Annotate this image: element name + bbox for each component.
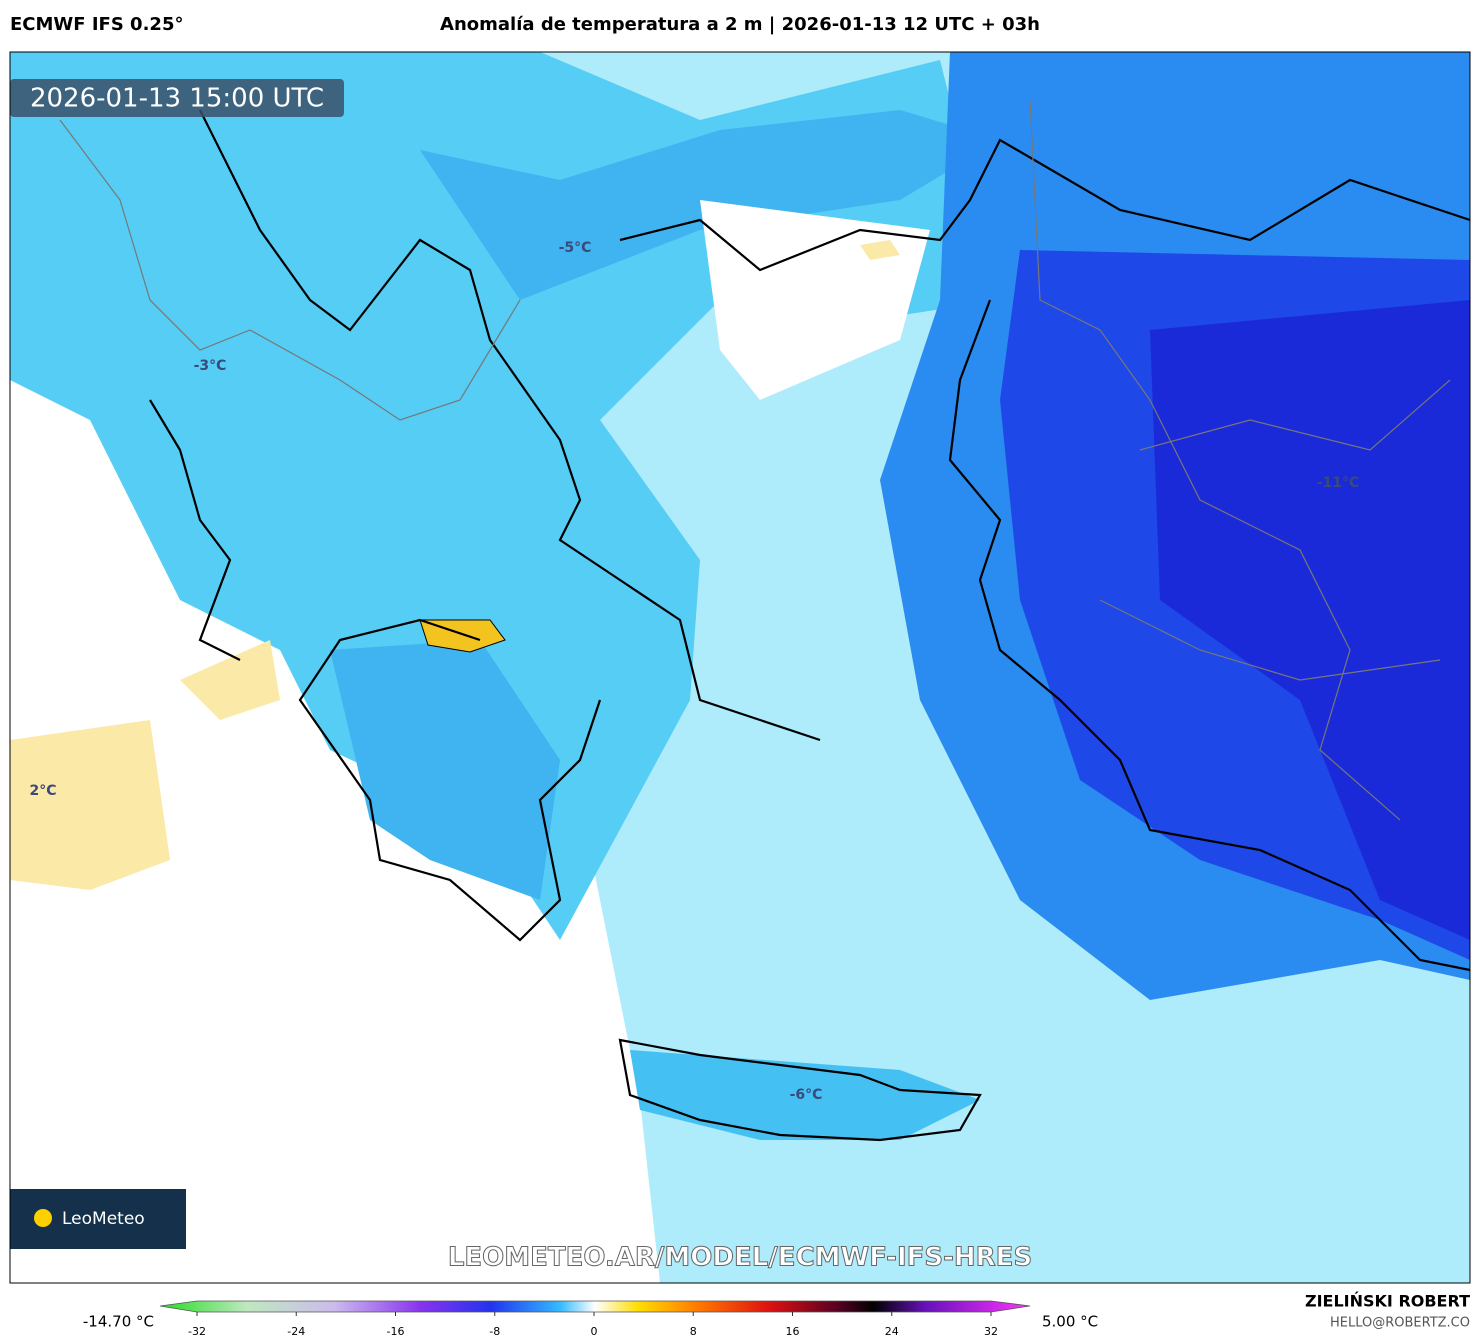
map-label: -6°C — [790, 1087, 823, 1103]
colorbar-tick-label: -24 — [287, 1325, 305, 1338]
watermark: LEOMETEO.AR/MODEL/ECMWF-IFS-HRES — [448, 1243, 1032, 1273]
map: 2026-01-13 15:00 UTC -5°C -3°C -11°C -6°… — [10, 52, 1470, 1283]
colorbar-tick-label: -16 — [387, 1325, 405, 1338]
map-label: -11°C — [1317, 475, 1360, 491]
colorbar-tick-label: -32 — [188, 1325, 206, 1338]
email: HELLO@ROBERTZ.CO — [1330, 1316, 1470, 1331]
valid-time: 2026-01-13 15:00 UTC — [30, 84, 324, 114]
logo-sun — [34, 1209, 52, 1227]
colorbar-bar — [159, 1300, 1031, 1313]
colorbar: -14.70 °C 5.00 °C -32 -24 -16 -8 0 8 16 24 32 — [83, 1300, 1098, 1338]
time-box — [10, 79, 344, 117]
colorbar-tick-label: 16 — [786, 1325, 800, 1338]
colorbar-tick-label: 8 — [690, 1325, 697, 1338]
map-label: 2°C — [29, 783, 56, 799]
author: ZIELIŃSKI ROBERT — [1305, 1292, 1470, 1311]
colorbar-min: -14.70 °C — [83, 1313, 154, 1331]
colorbar-max: 5.00 °C — [1042, 1313, 1098, 1331]
colorbar-tick-label: 32 — [984, 1325, 998, 1338]
map-label: -5°C — [559, 240, 592, 256]
model-name: ECMWF IFS 0.25° — [10, 14, 183, 35]
logo: LeoMeteo — [62, 1209, 145, 1229]
title: Anomalía de temperatura a 2 m | 2026-01-… — [440, 14, 1040, 35]
map-frame — [9, 51, 1471, 1284]
colorbar-tick-label: -8 — [489, 1325, 500, 1338]
map-label: -3°C — [194, 358, 227, 374]
colorbar-tick-label: 0 — [591, 1325, 598, 1338]
colorbar-tick-label: 24 — [885, 1325, 899, 1338]
